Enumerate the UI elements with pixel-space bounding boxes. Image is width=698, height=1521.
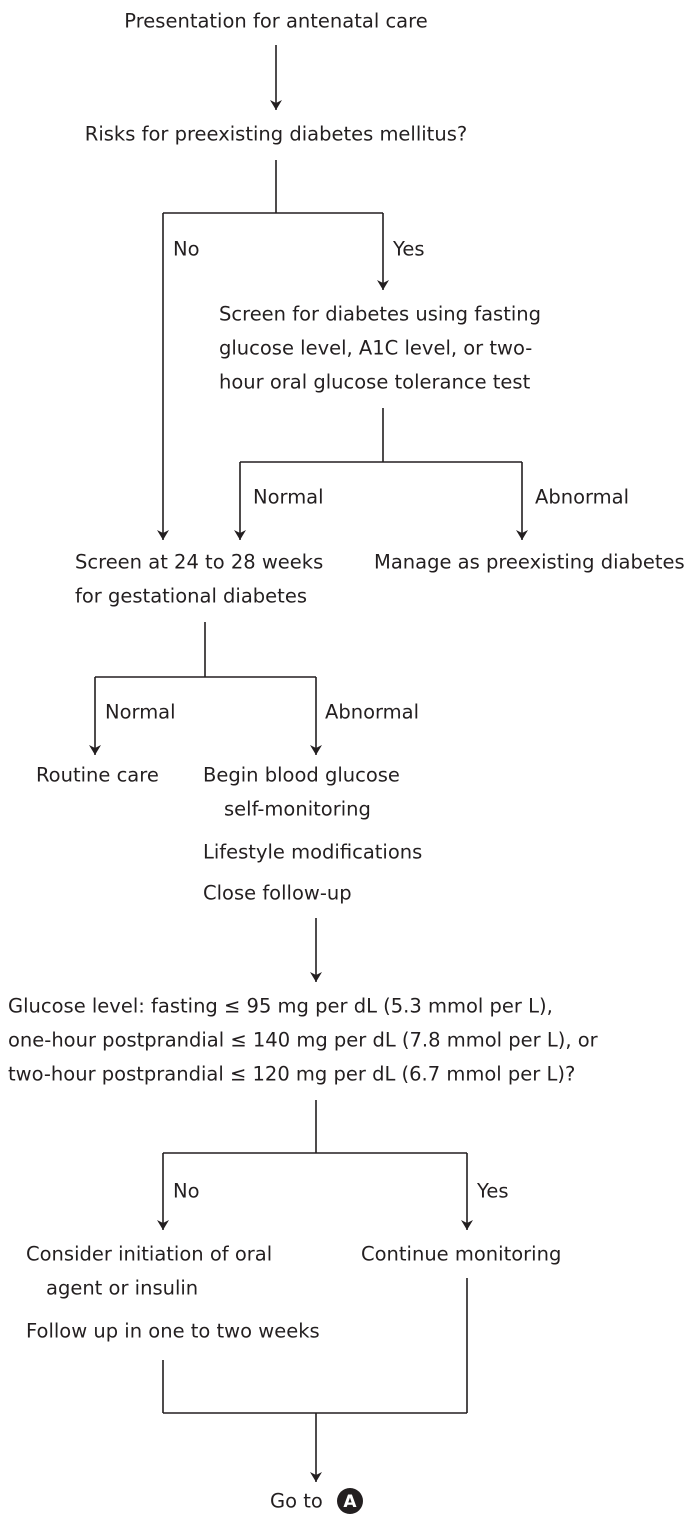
connector [162, 1278, 468, 1414]
node-text: Manage as preexisting diabetes [374, 551, 685, 574]
node-text: Follow up in one to two weeks [26, 1320, 320, 1343]
node-text: for gestational diabetes [75, 585, 307, 608]
node-text: Glucose level: fasting ≤ 95 mg per dL (5… [8, 995, 553, 1018]
connector [163, 1100, 467, 1154]
node-text: hour oral glucose tolerance test [219, 371, 531, 394]
edge-label: No [173, 238, 200, 261]
edge-label: Yes [476, 1180, 508, 1203]
node-text: self-monitoring [224, 798, 371, 821]
node-text: Close follow-up [203, 882, 352, 905]
connector [163, 160, 383, 214]
nodes: Presentation for antenatal care Risks fo… [8, 10, 685, 1514]
node-text: agent or insulin [46, 1277, 198, 1300]
node-text: glucose level, A1C level, or two- [219, 337, 532, 360]
badge-text: A [343, 1492, 357, 1512]
edge-label: Yes [392, 238, 424, 261]
node-text: Continue monitoring [361, 1243, 561, 1266]
node-text: Begin blood glucose [203, 764, 400, 787]
connector [240, 408, 522, 463]
node-text: Risks for preexisting diabetes mellitus? [85, 123, 467, 146]
edge-label: No [173, 1180, 200, 1203]
edge-label: Normal [105, 701, 176, 724]
node-text: Routine care [36, 764, 159, 787]
badge [337, 1488, 363, 1514]
connectors [89, 45, 528, 1482]
edge-labels: No Yes Normal Abnormal Normal Abnormal N… [105, 238, 629, 1203]
node-text: Lifestyle modifications [203, 841, 422, 864]
node-text: one-hour postprandial ≤ 140 mg per dL (7… [8, 1029, 599, 1052]
edge-label: Abnormal [325, 701, 419, 724]
edge-label: Normal [253, 486, 324, 509]
node-text: Presentation for antenatal care [124, 10, 427, 33]
node-text: Go to [270, 1490, 323, 1513]
node-text: two-hour postprandial ≤ 120 mg per dL (6… [8, 1063, 575, 1086]
node-text: Screen at 24 to 28 weeks [75, 551, 323, 574]
edge-label: Abnormal [535, 486, 629, 509]
connector [95, 622, 316, 678]
node-text: Screen for diabetes using fasting [219, 303, 541, 326]
node-text: Consider initiation of oral [26, 1243, 272, 1266]
